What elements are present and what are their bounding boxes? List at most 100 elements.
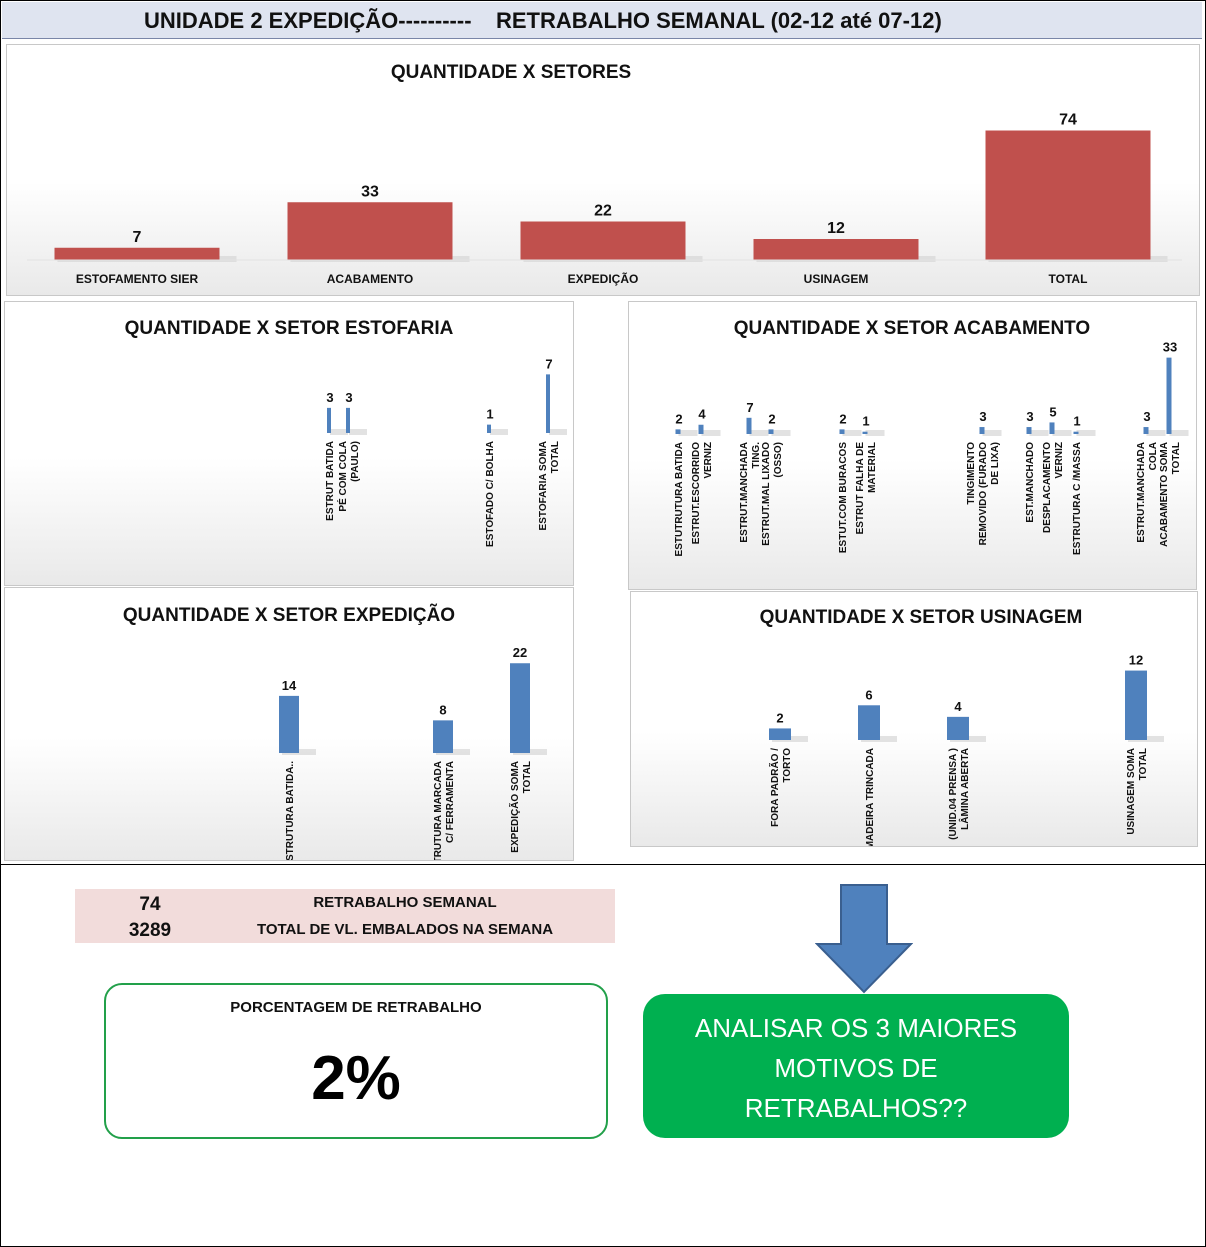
rework-percentage-label: PORCENTAGEM DE RETRABALHO [230,999,482,1016]
category-label-line: (UNID.04 PRENSA ) [948,748,959,840]
category-label-line: VERNIZ [1054,442,1065,479]
bar-acabamento-estrut-mal-lixado-osso [768,429,774,434]
value-label-acabamento: 2 [839,411,846,426]
bar-shadow [701,430,721,436]
chart-expedicao: QUANTIDADE X SETOR EXPEDIÇÃO 14 ESTRUTURA … [123,604,547,860]
bar-acabamento-desplacamento-verniz [1049,422,1055,434]
category-label-acabamento: ACABAMENTO SOMA TOTAL [1159,442,1182,547]
bar-usinagem-usinagem-soma-total [1125,670,1147,740]
category-label-line: ESTRUTURA MARCADA [433,761,444,860]
chart-usinagem: QUANTIDADE X SETOR USINAGEM 2 FORA PADRÃO … [760,607,1164,846]
chart-title-setores: QUANTIDADE X SETORES [391,62,631,83]
category-label-line: REMOVIDO (FURADO [978,442,989,546]
chart-title-expedicao: QUANTIDADE X SETOR EXPEDIÇÃO [123,604,455,626]
category-label-acabamento: DESPLACAMENTO VERNIZ [1042,442,1065,533]
category-label-line: DE LIXA) [990,442,1001,485]
category-label-line: ESTUTRUTURA BATIDA [674,442,685,556]
category-label-line: ESTRUT.ESCORRIDO [691,442,702,544]
bar-acabamento-estrut-manchada-ting [746,417,752,434]
bar-usinagem-unid-04-prensa-lamina-aberta [947,716,969,740]
bar-shadow [1146,430,1166,436]
chart-title-usinagem: QUANTIDADE X SETOR USINAGEM [760,607,1083,628]
value-label-estofaria: 3 [345,390,352,405]
category-label-acabamento: ESTRUT.MAL LIXADO (OSSO) [761,442,784,546]
bar-usinagem-madeira-trincada [858,705,880,740]
category-label-line: TOTAL [522,761,533,793]
bar-shadow [749,430,769,436]
bar-shadow [1169,430,1189,436]
category-label-acabamento: ESTRUT FALHA DE MATERIAL [855,442,878,535]
chart-panel-usinagem: QUANTIDADE X SETOR USINAGEM 2 FORA PADRÃO … [630,591,1198,847]
bar-setores-total [985,130,1151,260]
value-label-usinagem: 12 [1129,653,1143,668]
bar-expedicao-expedicao-soma-total [510,663,530,753]
category-label-line: TOTAL [1171,442,1182,474]
callout-line-3: RETRABALHOS?? [744,1093,968,1123]
bar-usinagem-fora-padrao-torto [769,728,791,740]
category-label-estofaria: PÉ COM COLA (PAULO) [336,441,361,512]
value-label-acabamento: 3 [979,409,986,424]
category-label-usinagem: MADEIRA TRINCADA [865,748,876,846]
category-label-line: ESTRUT FALHA DE [855,442,866,535]
callout-line-2: MOTIVOS DE [774,1053,938,1083]
category-label-estofaria: ESTRUT BATIDA [325,441,336,521]
category-label-usinagem: FORA PADRÃO / TORTO [768,748,793,827]
category-label-line: EXPEDIÇÃO SOMA [508,761,521,853]
value-label-setores: 12 [827,220,845,237]
bar-acabamento-estutrutura-batida [675,429,681,434]
category-label-acabamento: ESTUT.COM BURACOS [838,442,849,553]
category-label-line: LÂMINA ABERTA [958,748,971,830]
category-label-line: (PAULO) [350,441,361,482]
chart-panel-estofaria: QUANTIDADE X SETOR ESTOFARIA 3 ESTRUT BATI… [4,301,574,586]
value-label-acabamento: 2 [675,411,682,426]
value-label-acabamento: 1 [1073,414,1080,429]
value-label-estofaria: 7 [545,356,552,371]
category-label-acabamento: TINGIMENTO REMOVIDO (FURADO DE LIXA) [966,442,1001,546]
bar-shadow [1076,430,1096,436]
category-label-setores: EXPEDIÇÃO [568,271,639,286]
bar-expedicao-estrutura-marcada-c-ferramenta [433,720,453,753]
category-label-usinagem: (UNID.04 PRENSA ) LÂMINA ABERTA [948,748,971,840]
bar-acabamento-estrut-escorrido-verniz [698,424,704,434]
category-label-setores: ESTOFAMENTO SIER [76,272,199,286]
chart-setores: QUANTIDADE X SETORES 7 ESTOFAMENTO SIER 33 A… [27,62,1182,286]
value-label-usinagem: 6 [865,687,872,702]
category-label-line: VERNIZ [703,442,714,479]
value-label-setores: 7 [133,229,142,246]
category-label-acabamento: EST.MANCHADO [1025,442,1036,523]
chart-panel-setores: QUANTIDADE X SETORES 7 ESTOFAMENTO SIER 33 A… [6,44,1200,296]
value-label-setores: 74 [1059,112,1077,129]
report-title: UNIDADE 2 EXPEDIÇÃO---------- RETRABALHO… [144,8,942,33]
category-label-line: ACABAMENTO SOMA [1159,442,1170,547]
category-label-expedicao: ESTRUTURA MARCADA C/ FERRAMENTA [433,761,456,860]
bar-acabamento-est-manchado [1026,427,1032,434]
bar-shadow [842,430,862,436]
bar-shadow [678,430,698,436]
chart-title-acabamento: QUANTIDADE X SETOR ACABAMENTO [734,318,1090,339]
bar-estofaria-estofaria-soma-total [546,374,550,433]
value-label-usinagem: 4 [954,699,962,714]
value-label-setores: 22 [594,203,612,220]
bar-setores-estofamento-sier [54,247,220,260]
value-label-estofaria: 1 [486,407,493,422]
category-label-line: EST.MANCHADO [1025,442,1036,523]
category-label-line: FORA PADRÃO / [768,748,781,827]
value-label-acabamento: 4 [698,407,706,422]
packed-total-count: 3289 [128,920,172,941]
chart-estofaria: QUANTIDADE X SETOR ESTOFARIA 3 ESTRUT BATI… [125,318,567,547]
bar-acabamento-estrut-falha-de-material [862,431,868,434]
chart-title-estofaria: QUANTIDADE X SETOR ESTOFARIA [125,318,454,339]
bar-setores-expedicao [520,221,686,260]
category-label-line: (OSSO) [773,442,784,478]
category-label-line: TORTO [782,748,793,783]
section-divider [0,864,1206,865]
callout-line-1: ANALISAR OS 3 MAIORES [694,1013,1018,1043]
category-label-line: USINAGEM SOMA [1126,748,1137,835]
category-label-line: COLA [1148,442,1159,470]
analysis-callout: ANALISAR OS 3 MAIORES MOTIVOS DE RETRABA… [643,994,1069,1138]
weekly-rework-label: RETRABALHO SEMANAL [313,894,497,911]
category-label-line: MATERIAL [867,442,878,493]
arrow-down-icon [815,884,913,994]
category-label-line: ESTRUTURA C /MASSA [1072,442,1083,555]
bar-acabamento-tingimento-removido-furado-de-lixa [979,427,985,434]
